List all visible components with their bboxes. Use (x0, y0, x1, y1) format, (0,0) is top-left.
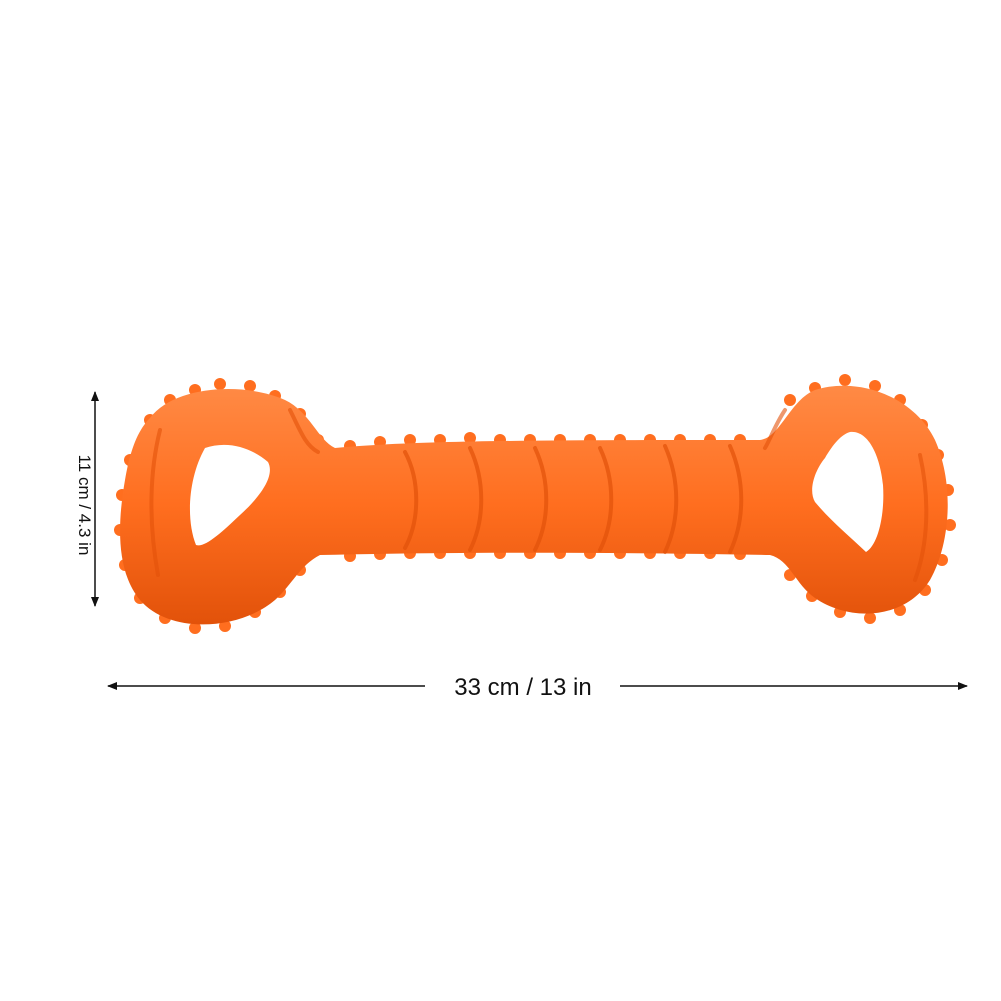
toy-nub (784, 394, 796, 406)
width-dimension: 33 cm / 13 in (107, 674, 968, 701)
toy-nub (244, 380, 256, 392)
handle-ridges (149, 408, 929, 582)
toy-nub (404, 434, 416, 446)
toy-nub (864, 612, 876, 624)
toy-nub (839, 374, 851, 386)
height-label: 11 cm / 4.3 in (75, 455, 94, 556)
toy-nub (219, 620, 231, 632)
toy-nub (214, 378, 226, 390)
toy-nub (944, 519, 956, 531)
height-dimension: 11 cm / 4.3 in (75, 391, 99, 607)
toy-nub (869, 380, 881, 392)
toy-nub (464, 432, 476, 444)
width-label: 33 cm / 13 in (454, 674, 591, 701)
shaft-ridges (403, 444, 744, 554)
toy-nub (189, 622, 201, 634)
bone-chew-toy (114, 374, 956, 634)
bone-body (120, 385, 948, 625)
